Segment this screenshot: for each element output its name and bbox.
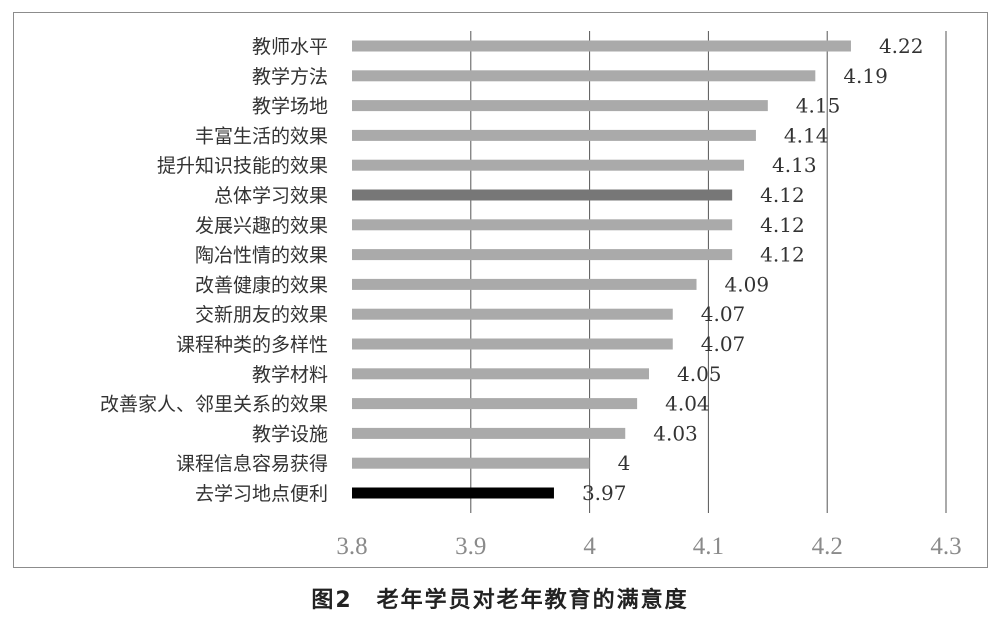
category-label: 提升知识技能的效果 xyxy=(157,155,328,177)
figure-caption: 图2 老年学员对老年教育的满意度 xyxy=(311,588,689,613)
bar xyxy=(352,368,649,380)
data-label: 4.09 xyxy=(725,272,770,296)
data-label: 4.07 xyxy=(701,302,746,326)
bar xyxy=(352,457,590,469)
category-label: 教学设施 xyxy=(252,423,328,445)
category-label: 丰富生活的效果 xyxy=(195,125,328,147)
category-label: 去学习地点便利 xyxy=(195,483,328,505)
category-label: 教学材料 xyxy=(252,364,328,386)
bar xyxy=(352,129,756,141)
bar xyxy=(352,398,638,410)
category-label: 发展兴趣的效果 xyxy=(195,215,328,237)
bar xyxy=(352,487,554,499)
category-label: 教学场地 xyxy=(252,96,328,118)
bar xyxy=(352,100,768,112)
x-tick-label: 3.9 xyxy=(455,533,486,560)
data-label: 4 xyxy=(618,451,631,475)
data-label: 4.12 xyxy=(760,213,805,237)
category-label: 改善家人、邻里关系的效果 xyxy=(100,394,328,416)
chart-frame: 教师水平 4.22 教学方法 4.19 教学场地 4.15 丰富生活的效果 4.14 提升知识技… xyxy=(13,12,988,568)
category-label: 陶冶性情的效果 xyxy=(195,245,328,267)
bar xyxy=(352,278,697,290)
data-label: 4.15 xyxy=(796,94,841,118)
category-label: 交新朋友的效果 xyxy=(195,304,328,326)
bar xyxy=(352,189,733,201)
data-label: 4.19 xyxy=(843,64,888,88)
data-label: 4.13 xyxy=(772,153,817,177)
x-tick-label: 4.1 xyxy=(693,533,724,560)
bar xyxy=(352,427,626,439)
bar xyxy=(352,70,816,82)
bar xyxy=(352,338,673,350)
category-label: 教师水平 xyxy=(252,36,328,58)
category-label: 教学方法 xyxy=(252,66,328,88)
x-tick-label: 4.3 xyxy=(930,533,961,560)
bar xyxy=(352,40,851,52)
category-label: 总体学习效果 xyxy=(214,185,328,207)
category-label: 课程信息容易获得 xyxy=(176,453,328,475)
x-tick-label: 3.8 xyxy=(336,533,367,560)
data-label: 4.05 xyxy=(677,362,722,386)
data-label: 4.03 xyxy=(653,421,698,445)
bar xyxy=(352,159,745,171)
data-label: 4.22 xyxy=(879,34,924,58)
x-tick-label: 4 xyxy=(583,533,596,560)
bar xyxy=(352,249,733,261)
data-label: 4.12 xyxy=(760,243,805,267)
bar xyxy=(352,219,733,231)
data-label: 3.97 xyxy=(582,481,627,505)
x-tick-label: 4.2 xyxy=(812,533,843,560)
data-label: 4.14 xyxy=(784,123,829,147)
category-label: 改善健康的效果 xyxy=(195,274,328,296)
data-label: 4.04 xyxy=(665,392,710,416)
category-label: 课程种类的多样性 xyxy=(176,334,328,356)
data-label: 4.12 xyxy=(760,183,805,207)
data-label: 4.07 xyxy=(701,332,746,356)
bar xyxy=(352,308,673,320)
